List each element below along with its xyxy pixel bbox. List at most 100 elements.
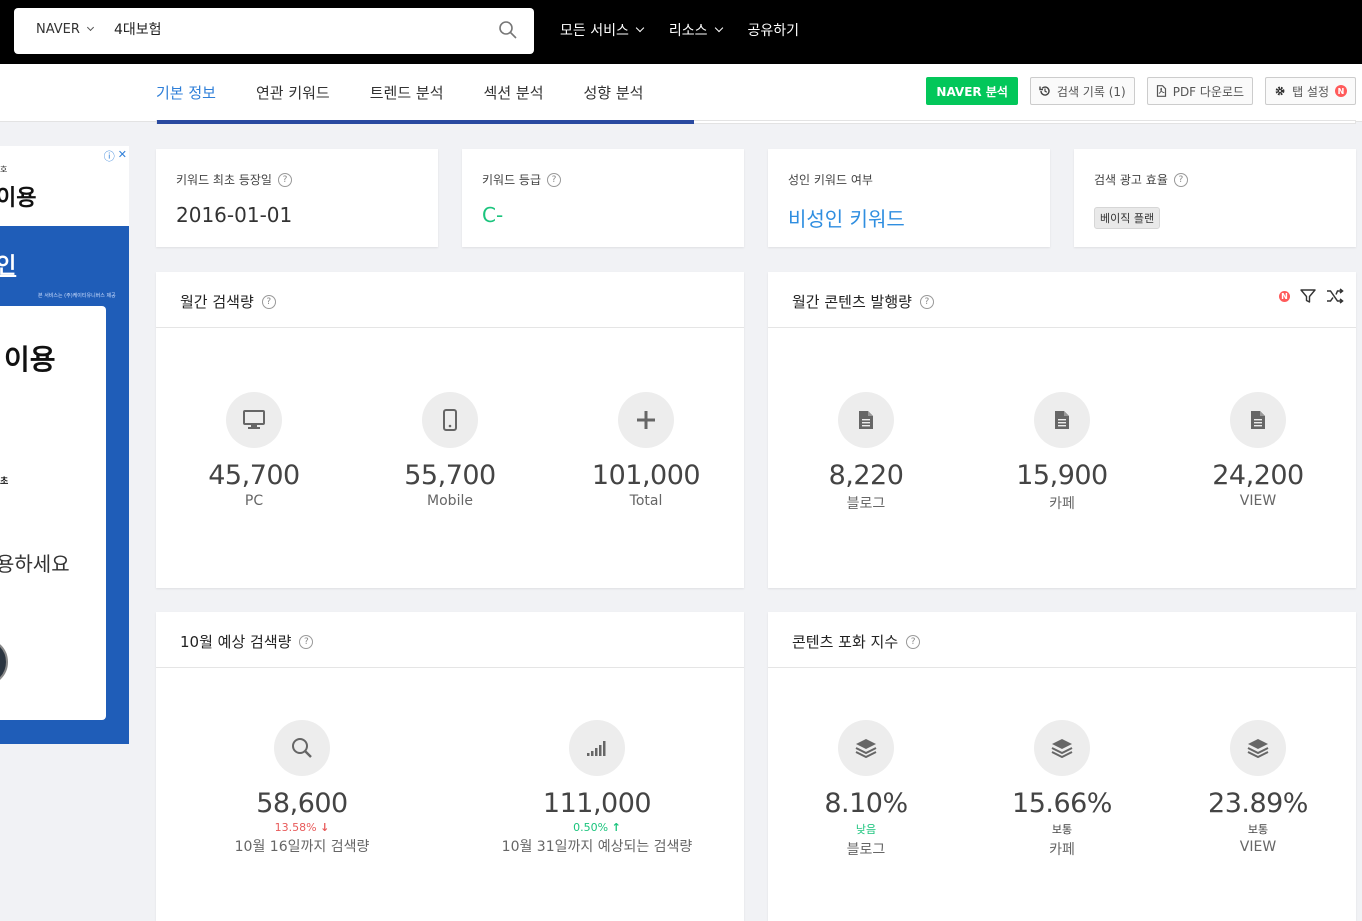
gear-icon: [1275, 86, 1285, 96]
panel-title: 콘텐츠 포화 지수: [792, 633, 899, 651]
stat-value: 24,200: [1212, 460, 1304, 491]
ad-note: 본 서비스는 (주)케이티유니버스 제공: [38, 293, 116, 299]
tab-bar: 기본 정보 연관 키워드 트렌드 분석 섹션 분석 성향 분석 NAVER 분석…: [0, 64, 1362, 123]
search-icon: [274, 720, 330, 776]
chevron-down-icon: [86, 23, 94, 32]
stat-change-up: 0.50% ↑: [482, 821, 712, 834]
panel-header: 10월 예상 검색량?: [156, 612, 744, 668]
stat-value: 15.66%: [1012, 788, 1112, 819]
history-icon: [1039, 86, 1050, 96]
ad-eff-chip: 베이직 플랜: [1094, 207, 1161, 229]
stat-label: 10월 31일까지 예상되는 검색량: [501, 839, 693, 855]
stat-label: 블로그: [846, 842, 886, 858]
ad-link[interactable]: 인: [0, 254, 17, 279]
mobile-icon: [422, 392, 478, 448]
stat-value: 55,700: [404, 460, 496, 491]
panel-title-row: 월간 검색량?: [180, 291, 276, 312]
top-bar: NAVER 모든 서비스 리소스 공유하기: [0, 0, 1362, 64]
pdf-download-button[interactable]: PDF 다운로드: [1146, 77, 1254, 105]
tab-actions: NAVER 분석 검색 기록 (1) PDF 다운로드 탭 설정 N: [926, 77, 1356, 105]
search-history-label: 검색 기록 (1): [1056, 84, 1126, 99]
tab-section-analysis[interactable]: 섹션 분석: [483, 84, 544, 102]
tab-settings-label: 탭 설정: [1292, 84, 1329, 99]
nav-all-services[interactable]: 모든 서비스: [560, 20, 645, 40]
panel-title-row: 월간 콘텐츠 발행량?: [792, 291, 934, 312]
tab-basic-info[interactable]: 기본 정보: [156, 82, 216, 123]
shuffle-icon[interactable]: [1326, 288, 1344, 304]
panel-header: 콘텐츠 포화 지수?: [768, 612, 1356, 668]
panel-monthly-content: 월간 콘텐츠 발행량? N 8,220 블로그 15,900 카페 24,200…: [768, 272, 1356, 588]
tab-settings-button[interactable]: 탭 설정 N: [1265, 77, 1356, 105]
panel-saturation: 콘텐츠 포화 지수? 8.10% 낮음 블로그 15.66% 보통 카페 23.…: [768, 612, 1356, 921]
stat-value: 45,700: [208, 460, 300, 491]
help-icon[interactable]: ?: [1173, 172, 1188, 187]
help-icon[interactable]: ?: [261, 294, 276, 309]
help-icon[interactable]: ?: [277, 172, 292, 187]
stat-label: Total: [629, 493, 663, 509]
help-icon[interactable]: ?: [919, 294, 934, 309]
new-badge: N: [1279, 290, 1290, 302]
help-icon[interactable]: ?: [906, 634, 921, 649]
naver-analysis-button[interactable]: NAVER 분석: [926, 77, 1018, 105]
panel-header: 월간 콘텐츠 발행량? N: [768, 272, 1356, 328]
stat-pc: 45,700 PC: [174, 392, 334, 509]
signal-icon: [569, 720, 625, 776]
nav-share[interactable]: 공유하기: [748, 20, 800, 40]
document-icon: [838, 392, 894, 448]
tab-trend-analysis[interactable]: 트렌드 분석: [369, 84, 444, 102]
stat-value: 8.10%: [824, 788, 908, 819]
stat-value: 15,900: [1016, 460, 1108, 491]
nav-label: 공유하기: [747, 23, 800, 39]
stat-level: 보통: [1051, 823, 1073, 836]
nav-label: 모든 서비스: [560, 23, 629, 39]
stat-blog: 8,220 블로그: [786, 392, 946, 513]
ad-banner[interactable]: 호 이용 ⓘ ✕ 인 본 서비스는 (주)케이티유니버스 제공 이용 초 용하세…: [0, 146, 129, 744]
tab-progress-fill: [157, 120, 694, 124]
stat-label: Mobile: [427, 493, 473, 509]
panel-title: 10월 예상 검색량: [180, 633, 292, 651]
first-seen-value: 2016-01-01: [176, 203, 293, 227]
panel-monthly-search: 월간 검색량? 45,700 PC 55,700 Mobile 101,000 …: [156, 272, 744, 588]
ad-small-text: 호: [0, 165, 8, 174]
first-seen-label-row: 키워드 최초 등장일?: [176, 171, 292, 188]
search-input[interactable]: [114, 21, 484, 37]
layers-icon: [1230, 720, 1286, 776]
stat-value: 111,000: [542, 788, 652, 819]
stat-value: 58,600: [256, 788, 348, 819]
card-first-seen: 키워드 최초 등장일? 2016-01-01: [156, 149, 438, 247]
first-seen-label: 키워드 최초 등장일: [176, 173, 272, 187]
stat-label: 블로그: [846, 496, 886, 512]
engine-selector[interactable]: NAVER: [36, 22, 94, 37]
ad-blue-panel: 인 본 서비스는 (주)케이티유니버스 제공 이용 초 용하세요: [0, 226, 129, 744]
help-icon[interactable]: ?: [299, 634, 314, 649]
close-icon[interactable]: ✕: [117, 148, 127, 161]
ad-title: 이용: [0, 186, 37, 211]
stat-change-down: 13.58% ↓: [202, 821, 402, 834]
top-nav: 모든 서비스 리소스 공유하기: [560, 20, 825, 40]
panel-tools: N: [1279, 288, 1344, 304]
stat-level: 낮음: [855, 823, 877, 836]
search-icon[interactable]: [498, 20, 520, 42]
ad-header: 호 이용 ⓘ ✕: [0, 146, 129, 226]
help-icon[interactable]: ?: [547, 172, 562, 187]
ad-card-title: 이용: [4, 343, 56, 376]
search-history-button[interactable]: 검색 기록 (1): [1029, 77, 1135, 105]
ad-info-icon[interactable]: ⓘ: [103, 150, 115, 163]
grade-label: 키워드 등급: [482, 173, 542, 187]
stat-saturation-blog: 8.10% 낮음 블로그: [786, 720, 946, 859]
stat-forecast-current: 58,600 13.58% ↓ 10월 16일까지 검색량: [202, 720, 402, 856]
tab-related-keywords[interactable]: 연관 키워드: [255, 84, 330, 102]
stat-label: 10월 16일까지 검색량: [234, 839, 370, 855]
arrow-down-icon: ↓: [320, 821, 330, 834]
tab-tendency-analysis[interactable]: 성향 분석: [583, 84, 644, 102]
stat-value: 23.89%: [1208, 788, 1308, 819]
stat-value: 8,220: [828, 460, 904, 491]
adult-label-row: 성인 키워드 여부: [788, 171, 873, 188]
stat-view: 24,200 VIEW: [1178, 392, 1338, 509]
pdf-icon: [1156, 85, 1166, 97]
ad-controls[interactable]: ⓘ ✕: [104, 148, 127, 164]
layers-icon: [838, 720, 894, 776]
ad-circle-button[interactable]: [0, 638, 8, 686]
filter-icon[interactable]: [1300, 288, 1316, 304]
nav-resources[interactable]: 리소스: [669, 20, 723, 40]
